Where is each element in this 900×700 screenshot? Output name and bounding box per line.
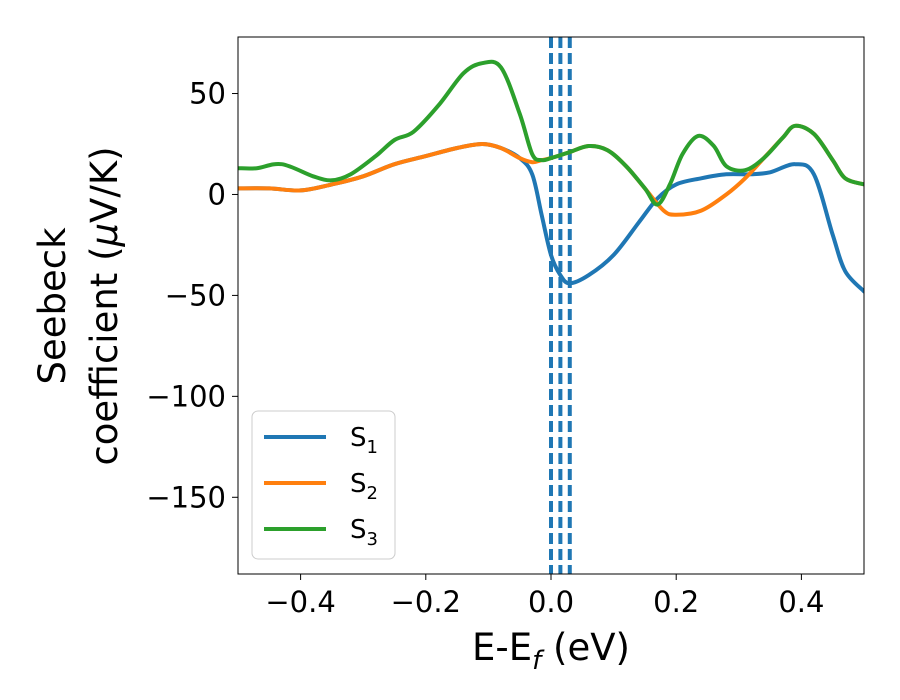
y-axis-title-line1: Seebeck <box>31 227 74 385</box>
legend: S1 S2 S3 <box>251 410 396 560</box>
y-tick-label: 50 <box>189 77 226 111</box>
y-tick-label: −100 <box>146 379 226 413</box>
y-axis-title: Seebeck coefficient (μV/K) <box>31 146 126 465</box>
y-tick-label: −150 <box>146 480 226 514</box>
x-tick-label: 0.2 <box>653 585 699 619</box>
x-tick-label: −0.2 <box>391 585 461 619</box>
x-tick-label: 0.0 <box>528 585 574 619</box>
x-axis-title-rest: (eV) <box>541 626 630 669</box>
x-tick-label: −0.4 <box>265 585 335 619</box>
y-tick-label: 0 <box>208 177 226 211</box>
series-line-3 <box>238 59 864 207</box>
series-layer <box>238 59 864 294</box>
x-axis-title: E-Ef (eV) <box>472 626 630 676</box>
y-tick-label: −50 <box>165 278 226 312</box>
legend-label-1: S1 <box>350 423 378 458</box>
y-axis-title-mu: μ <box>83 223 126 248</box>
y-axis: 50 0 −50 −100 −150 <box>146 77 238 514</box>
y-axis-title-line2: coefficient (μV/K) <box>83 146 126 465</box>
legend-label-2: S2 <box>350 469 378 504</box>
legend-label-3: S3 <box>350 515 378 550</box>
x-axis: −0.4 −0.2 0.0 0.2 0.4 <box>265 574 824 619</box>
reference-lines <box>549 37 572 574</box>
x-tick-label: 0.4 <box>778 585 824 619</box>
